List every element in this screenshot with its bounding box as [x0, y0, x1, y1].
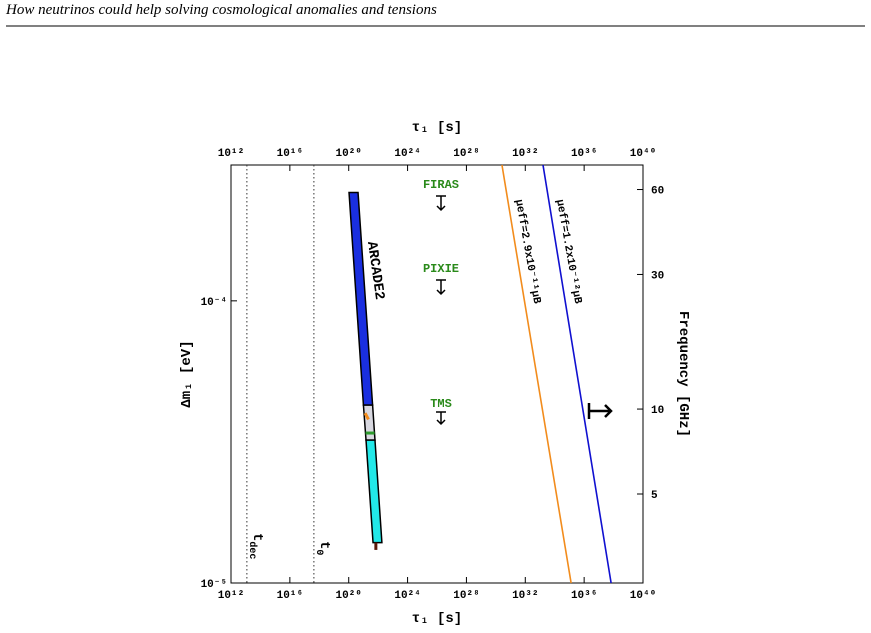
moment-line — [542, 164, 612, 584]
y-tick-label: 10⁻⁵ — [201, 579, 227, 591]
y2-tick-label: 10 — [651, 405, 664, 417]
x-tick-label-top: 10³⁶ — [571, 148, 597, 160]
x-tick-label: 10²⁸ — [453, 590, 479, 602]
tdec-t: t — [249, 533, 265, 541]
x-tick-label-top: 10⁴⁰ — [630, 148, 656, 160]
x-tick-label: 10¹² — [218, 590, 244, 602]
x-tick-label: 10⁴⁰ — [630, 590, 656, 602]
t0-t: t — [316, 541, 332, 549]
tms-label: TMS — [430, 397, 452, 411]
plot-frame — [230, 164, 644, 584]
x-tick-label: 10²⁴ — [394, 590, 420, 602]
band-marker — [363, 412, 370, 421]
y-label: Δm₁ [eV] — [179, 340, 195, 407]
x-tick-label-top: 10²⁸ — [453, 148, 479, 160]
y2-tick-label: 60 — [651, 186, 664, 198]
y2-tick-label: 5 — [651, 490, 658, 502]
x-tick-label-top: 10³² — [512, 148, 538, 160]
x-tick-label-top: 10¹⁶ — [277, 148, 303, 160]
x-tick-label: 10³⁶ — [571, 590, 597, 602]
x-tick-label-top: 10¹² — [218, 148, 244, 160]
arcade-label: ARCADE2 — [363, 240, 387, 300]
x-tick-label: 10²⁰ — [335, 590, 361, 602]
x-tick-label-top: 10²⁴ — [394, 148, 420, 160]
y2-tick-label: 30 — [651, 270, 664, 282]
moment-line — [501, 164, 572, 584]
x-label: τ₁ [s] — [412, 611, 462, 627]
x-tick-label-top: 10²⁰ — [335, 148, 361, 160]
firas-label: FIRAS — [423, 178, 459, 192]
running-head: How neutrinos could help solving cosmolo… — [5, 2, 437, 18]
t0-sub: 0 — [313, 549, 324, 555]
x-label-top: τ₁ [s] — [412, 120, 462, 136]
tdec-label: tdec — [246, 533, 265, 559]
t0-label: t0 — [313, 541, 332, 555]
limit-arrows — [436, 195, 613, 426]
pixie-label: PIXIE — [423, 262, 459, 276]
arcade-band — [365, 439, 383, 544]
x-tick-label: 10¹⁶ — [277, 590, 303, 602]
arcade-band — [362, 404, 376, 441]
x-tick-label: 10³² — [512, 590, 538, 602]
y2-label: Frequency [GHz] — [675, 311, 691, 437]
y-tick-label: 10⁻⁴ — [201, 297, 227, 309]
arcade-band — [348, 191, 374, 406]
tdec-sub: dec — [246, 541, 258, 559]
